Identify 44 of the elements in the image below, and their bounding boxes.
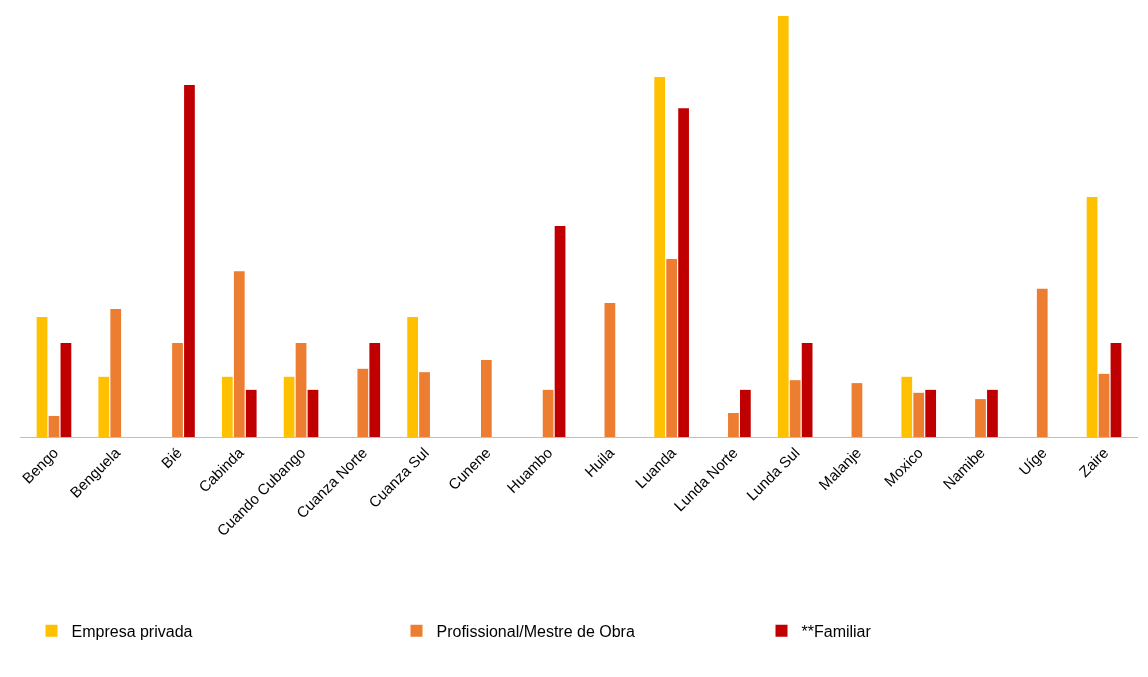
bar xyxy=(48,415,60,437)
bar xyxy=(36,317,48,437)
bar xyxy=(60,343,72,437)
bar xyxy=(554,226,566,437)
bar xyxy=(1110,343,1122,437)
legend-label: Profissional/Mestre de Obra xyxy=(436,622,635,640)
bar xyxy=(925,389,937,437)
bar xyxy=(295,343,307,437)
bar xyxy=(245,389,257,437)
bar xyxy=(728,413,739,437)
bar xyxy=(407,317,419,437)
bar xyxy=(283,376,295,437)
bar xyxy=(777,16,789,437)
bar xyxy=(975,399,986,437)
bar xyxy=(654,77,666,437)
bar xyxy=(98,376,110,437)
bar xyxy=(913,392,925,437)
bar xyxy=(1098,373,1110,437)
legend-label: Empresa privada xyxy=(71,622,193,640)
bar xyxy=(801,343,813,437)
x-tick-label: Bié xyxy=(157,443,185,472)
x-tick-label: Uíge xyxy=(1015,443,1050,479)
bar xyxy=(233,271,245,437)
bar xyxy=(901,376,913,437)
bar xyxy=(184,85,195,437)
legend-label: **Familiar xyxy=(801,622,872,640)
bar xyxy=(851,383,863,437)
bar xyxy=(678,108,689,437)
bar xyxy=(419,372,430,437)
bar xyxy=(542,389,554,437)
bar xyxy=(369,343,381,437)
bar xyxy=(666,258,678,437)
bar xyxy=(307,389,319,437)
bar xyxy=(221,376,233,437)
bar xyxy=(357,368,369,437)
bar xyxy=(110,309,122,437)
bar xyxy=(172,343,183,437)
bar xyxy=(1036,288,1048,437)
bar xyxy=(789,380,801,437)
bar xyxy=(987,389,998,437)
bar xyxy=(1086,197,1098,437)
bar xyxy=(480,359,492,437)
bar xyxy=(604,303,616,437)
bar xyxy=(739,389,751,437)
